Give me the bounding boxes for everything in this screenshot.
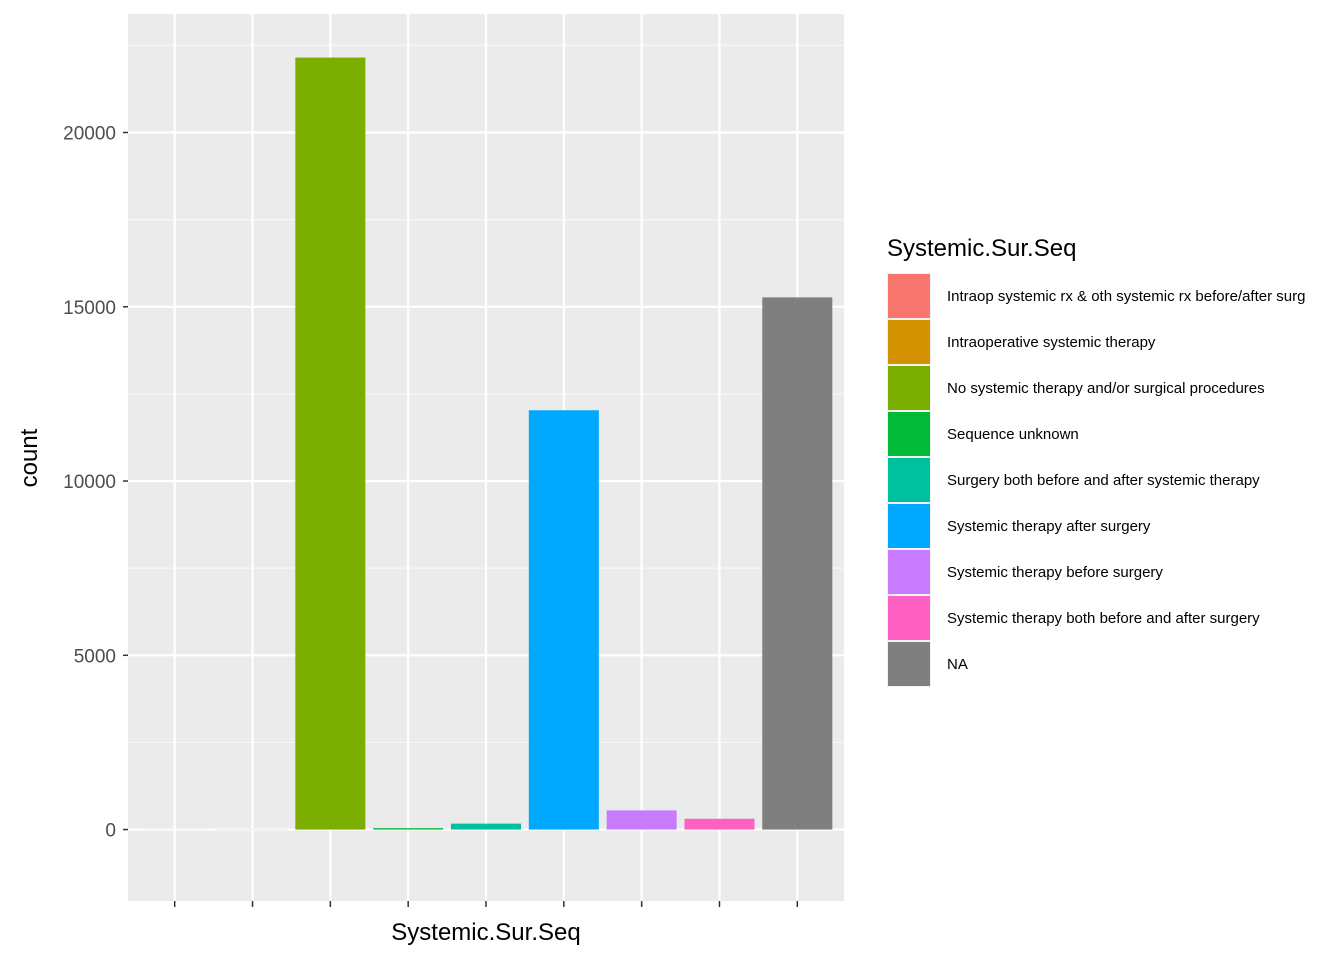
legend-key — [888, 412, 930, 456]
legend-key — [888, 366, 930, 410]
legend-key — [888, 596, 930, 640]
legend-label: Intraoperative systemic therapy — [947, 334, 1156, 351]
legend-key — [888, 504, 930, 548]
legend-key — [888, 320, 930, 364]
y-tick-label: 10000 — [63, 472, 116, 493]
legend-key — [888, 274, 930, 318]
y-axis-title: count — [16, 428, 43, 487]
legend-title: Systemic.Sur.Seq — [887, 235, 1076, 262]
bar — [684, 818, 755, 830]
y-tick-label: 5000 — [74, 646, 116, 667]
bar — [528, 410, 599, 830]
legend-label: No systemic therapy and/or surgical proc… — [947, 380, 1265, 397]
legend-label: Intraop systemic rx & oth systemic rx be… — [947, 288, 1305, 305]
legend-key — [888, 458, 930, 502]
legend-label: NA — [947, 656, 968, 673]
bar — [606, 810, 677, 830]
legend-key — [888, 642, 930, 686]
legend-label: Surgery both before and after systemic t… — [947, 472, 1260, 489]
bar — [450, 823, 522, 830]
x-axis-title: Systemic.Sur.Seq — [391, 919, 580, 946]
y-tick-label: 15000 — [63, 298, 116, 319]
legend-key — [888, 550, 930, 594]
bar — [762, 297, 833, 830]
bar — [295, 57, 366, 830]
y-tick-label: 0 — [105, 821, 116, 842]
legend-label: Systemic therapy before surgery — [947, 564, 1163, 581]
legend-label: Systemic therapy both before and after s… — [947, 610, 1260, 627]
y-tick-label: 20000 — [63, 123, 116, 144]
legend: Systemic.Sur.Seq Intraop systemic rx & o… — [887, 235, 1305, 687]
bar — [373, 828, 444, 830]
y-axis: 0 5000 10000 15000 20000 — [63, 123, 128, 842]
legend-items: Intraop systemic rx & oth systemic rx be… — [887, 273, 1305, 687]
bars — [139, 57, 833, 830]
x-axis — [173, 901, 799, 907]
legend-label: Systemic therapy after surgery — [947, 518, 1151, 535]
legend-label: Sequence unknown — [947, 426, 1079, 443]
